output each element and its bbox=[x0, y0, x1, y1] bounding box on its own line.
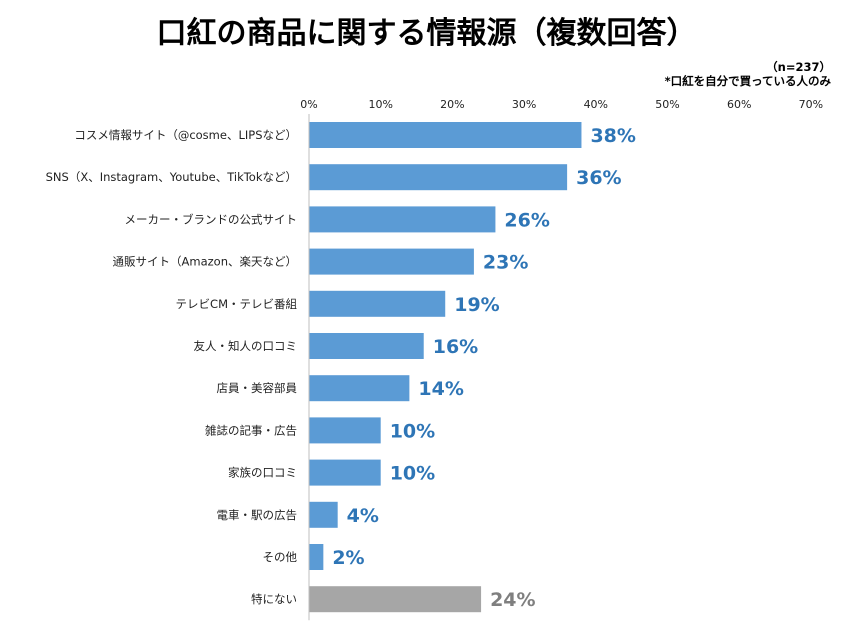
category-label: その他 bbox=[263, 550, 298, 564]
x-axis-ticks: 0% 10% 20% 30% 40% 50% 60% 70% bbox=[300, 98, 823, 111]
data-label: 10% bbox=[390, 463, 435, 485]
bar bbox=[309, 248, 474, 275]
x-tick-label: 30% bbox=[512, 98, 536, 111]
x-tick-label: 50% bbox=[655, 98, 679, 111]
data-label: 38% bbox=[590, 125, 635, 147]
data-label: 16% bbox=[433, 336, 478, 358]
data-label: 10% bbox=[390, 420, 435, 442]
x-tick-label: 20% bbox=[440, 98, 464, 111]
bar bbox=[309, 417, 381, 444]
category-label: 友人・知人の口コミ bbox=[194, 339, 298, 353]
category-label: メーカー・ブランドの公式サイト bbox=[125, 212, 298, 226]
bars: コスメ情報サイト（@cosme、LIPSなど） 38% SNS（X、Instagra… bbox=[46, 122, 636, 613]
sample-note-block: （n=237） *口紅を自分で買っている人のみ bbox=[665, 60, 831, 88]
bar bbox=[309, 290, 446, 317]
bar bbox=[309, 586, 482, 613]
category-label: 通販サイト（Amazon、楽天など） bbox=[113, 255, 297, 269]
data-label: 24% bbox=[490, 589, 535, 611]
bar bbox=[309, 122, 582, 148]
category-label: 電車・駅の広告 bbox=[217, 508, 298, 522]
x-tick-label: 40% bbox=[584, 98, 608, 111]
category-label: 家族の口コミ bbox=[228, 466, 297, 480]
bar bbox=[309, 544, 324, 570]
bar bbox=[309, 375, 410, 402]
category-label: テレビCM・テレビ番組 bbox=[176, 297, 298, 311]
data-label: 14% bbox=[418, 378, 463, 400]
chart-title: 口紅の商品に関する情報源（複数回答） bbox=[156, 16, 697, 51]
data-label: 36% bbox=[576, 167, 621, 189]
data-label: 19% bbox=[454, 294, 499, 316]
x-tick-label: 0% bbox=[300, 98, 317, 111]
bar bbox=[309, 164, 568, 191]
category-label: SNS（X、Instagram、Youtube、TikTokなど） bbox=[46, 170, 297, 184]
data-label: 4% bbox=[347, 505, 379, 527]
bar bbox=[309, 333, 424, 359]
data-label: 26% bbox=[504, 209, 549, 231]
x-tick-label: 70% bbox=[799, 98, 823, 111]
category-label: 特にない bbox=[251, 592, 297, 606]
category-label: 店員・美容部員 bbox=[217, 381, 298, 395]
sample-size: （n=237） bbox=[766, 60, 831, 74]
x-tick-label: 60% bbox=[727, 98, 751, 111]
data-label: 2% bbox=[332, 547, 364, 569]
footnote: *口紅を自分で買っている人のみ bbox=[664, 74, 831, 88]
bar bbox=[309, 501, 338, 528]
x-tick-label: 10% bbox=[368, 98, 392, 111]
category-label: 雑誌の記事・広告 bbox=[205, 423, 297, 437]
data-label: 23% bbox=[483, 252, 528, 274]
bar bbox=[309, 206, 496, 233]
category-label: コスメ情報サイト（@cosme、LIPSなど） bbox=[74, 128, 297, 142]
bar bbox=[309, 459, 381, 486]
